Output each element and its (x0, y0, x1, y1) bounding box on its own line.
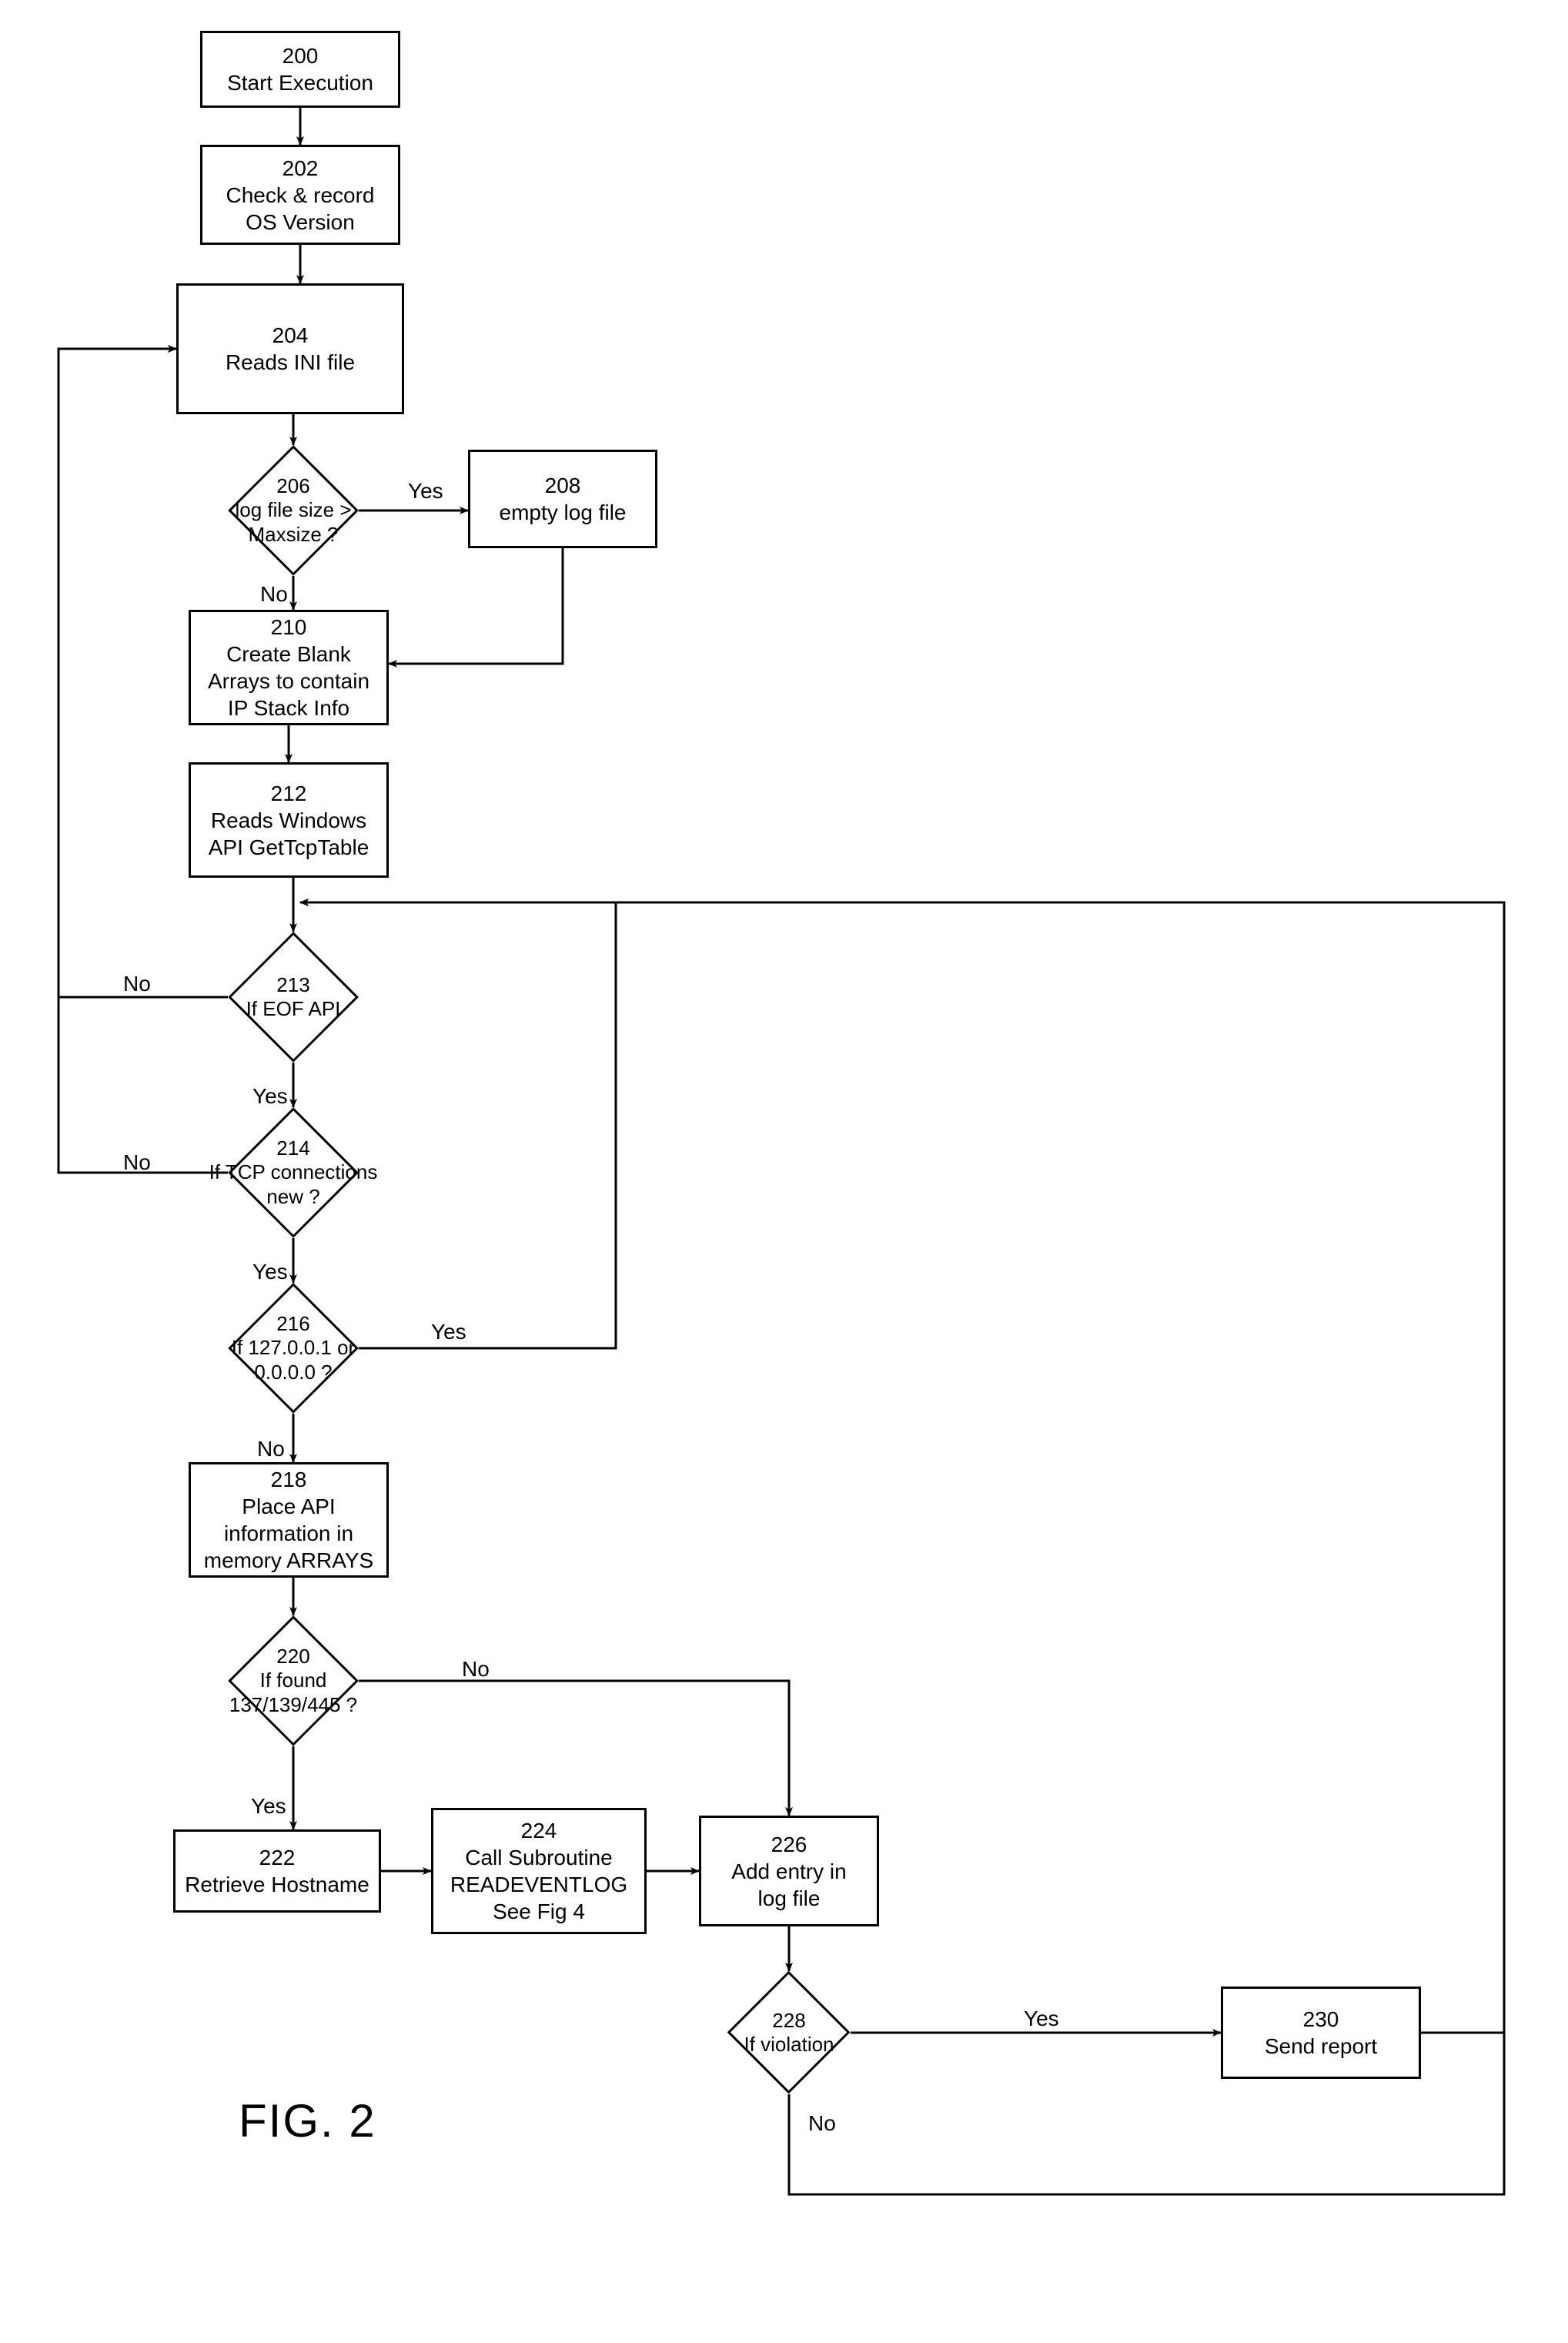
node-n230: 230Send report (1221, 1987, 1421, 2079)
node-text: Start Execution (227, 69, 373, 96)
edge-label: Yes (1024, 2007, 1059, 2031)
edge-label: Yes (252, 1260, 288, 1284)
node-number: 202 (283, 155, 319, 182)
node-d220: 220If found137/139/445 ? (228, 1615, 359, 1746)
node-n212: 212Reads WindowsAPI GetTcpTable (189, 762, 389, 878)
edge-label: No (257, 1437, 285, 1461)
node-n226: 226Add entry inlog file (699, 1816, 879, 1926)
flowchart-canvas: FIG. 2 200Start Execution 202Check & reco… (0, 0, 1568, 2343)
node-text: API GetTcpTable (209, 834, 369, 861)
edge-label: Yes (408, 479, 443, 504)
node-number: 208 (545, 472, 581, 499)
node-d214: 214If TCP connectionsnew ? (228, 1107, 359, 1238)
node-text: Retrieve Hostname (185, 1871, 369, 1898)
node-number: 224 (521, 1817, 557, 1844)
edge-label: No (123, 972, 151, 996)
node-text: See Fig 4 (493, 1898, 585, 1925)
node-n222: 222Retrieve Hostname (173, 1829, 381, 1913)
node-number: 222 (259, 1844, 296, 1871)
node-text: Place API (242, 1493, 335, 1520)
edge (59, 349, 228, 1173)
node-text: Call Subroutine (465, 1844, 612, 1871)
figure-label: FIG. 2 (239, 2094, 376, 2147)
node-text: information in (224, 1520, 353, 1547)
node-text: Reads INI file (226, 349, 355, 376)
node-text: memory ARRAYS (204, 1547, 373, 1574)
node-number: 204 (272, 322, 309, 349)
edge-label: No (123, 1150, 151, 1175)
edge-label: No (462, 1657, 490, 1682)
node-d228: 228If violation (727, 1971, 851, 2094)
node-number: 226 (771, 1831, 807, 1858)
node-number: 218 (271, 1466, 307, 1493)
node-text: Add entry in (731, 1858, 846, 1885)
node-n204: 204Reads INI file (176, 283, 404, 414)
node-n218: 218Place APIinformation inmemory ARRAYS (189, 1462, 389, 1578)
node-text: Arrays to contain (208, 668, 369, 695)
edge-label: Yes (252, 1084, 288, 1109)
node-n208: 208empty log file (468, 450, 657, 548)
node-n202: 202Check & recordOS Version (200, 145, 400, 245)
edge (359, 1681, 789, 1816)
edge-label: Yes (251, 1794, 286, 1819)
node-text: Reads Windows (211, 807, 366, 834)
node-text: Check & record (226, 182, 375, 209)
node-text: Send report (1265, 2033, 1377, 2060)
node-text: log file (758, 1885, 821, 1912)
node-text: IP Stack Info (228, 695, 349, 721)
edge-label: Yes (431, 1320, 466, 1344)
edge (389, 548, 563, 664)
node-number: 212 (271, 780, 307, 807)
node-d216: 216If 127.0.0.1 or0.0.0.0 ? (228, 1283, 359, 1414)
node-number: 230 (1303, 2006, 1339, 2033)
edge-label: No (808, 2111, 836, 2136)
node-n210: 210Create BlankArrays to containIP Stack… (189, 610, 389, 725)
node-number: 210 (271, 614, 307, 641)
node-text: READEVENTLOG (450, 1871, 627, 1898)
node-n224: 224Call SubroutineREADEVENTLOGSee Fig 4 (431, 1808, 647, 1934)
node-d206: 206log file size >Maxsize ? (228, 445, 359, 576)
node-d213: 213If EOF API (228, 932, 359, 1063)
node-text: Create Blank (226, 641, 351, 668)
node-text: empty log file (500, 499, 627, 526)
node-text: OS Version (246, 209, 355, 236)
node-number: 200 (283, 42, 319, 69)
edge-label: No (260, 582, 288, 607)
node-n200: 200Start Execution (200, 31, 400, 108)
